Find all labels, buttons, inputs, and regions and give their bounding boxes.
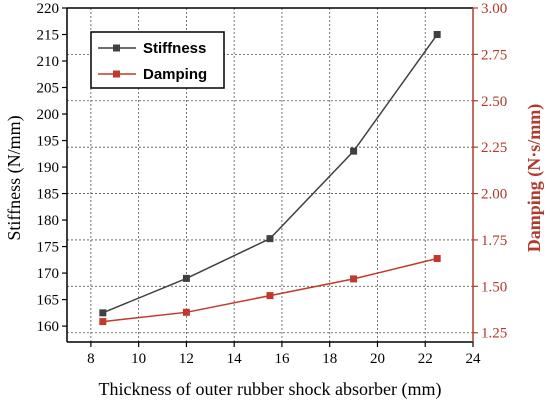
legend-label-damping: Damping (143, 66, 207, 83)
data-point-stiffness (182, 274, 190, 282)
y2-tick-label: 2.75 (481, 47, 507, 63)
legend: Stiffness Damping (90, 31, 225, 89)
y-tick-label: 180 (37, 213, 60, 229)
y-tick-label: 220 (37, 1, 60, 17)
series-line-damping (102, 257, 438, 323)
y-tick-label: 190 (37, 160, 60, 176)
y2-tick-label: 2.00 (481, 187, 507, 203)
y-tick-label: 170 (37, 266, 60, 282)
x-tick-label: 8 (87, 351, 95, 367)
series-layer (99, 31, 441, 326)
y-tick-label: 205 (37, 81, 60, 97)
x-tick-label: 14 (227, 351, 243, 367)
x-tick-label: 18 (322, 351, 337, 367)
data-point-damping (266, 292, 274, 300)
y-axis-title: Stiffness (N/mm) (4, 115, 25, 240)
y2-tick-label: 3.00 (481, 1, 507, 17)
legend-marker-damping (113, 70, 120, 78)
y-tick-label: 210 (37, 54, 60, 70)
legend-marker-stiffness (113, 44, 120, 52)
y-tick-label: 160 (37, 319, 60, 335)
x-tick-label: 20 (370, 351, 385, 367)
y-tick-label: 195 (37, 134, 60, 150)
y-tick-label: 200 (37, 107, 60, 123)
y-tick-label: 175 (37, 240, 60, 256)
x-tick-label: 10 (131, 351, 146, 367)
y2-tick-label: 1.25 (481, 326, 507, 342)
data-point-damping (433, 255, 441, 262)
legend-label-stiffness: Stiffness (143, 40, 206, 57)
x-tick-label: 16 (274, 351, 290, 367)
data-point-damping (350, 275, 358, 283)
y2-tick-label: 1.50 (481, 279, 507, 295)
data-point-stiffness (433, 31, 441, 39)
data-point-stiffness (266, 235, 274, 243)
y2-tick-label: 1.75 (481, 233, 507, 249)
y2-axis-title: Damping (N·s/mm) (524, 104, 545, 253)
data-point-damping (182, 308, 190, 316)
x-axis-title: Thickness of outer rubber shock absorber… (99, 379, 442, 400)
y-tick-label: 215 (37, 28, 60, 44)
x-tick-label: 22 (418, 351, 433, 367)
data-point-stiffness (350, 147, 358, 155)
data-point-stiffness (99, 309, 107, 317)
y2-tick-label: 2.50 (481, 94, 507, 110)
legend-box (90, 31, 225, 89)
x-tick-label: 24 (466, 351, 482, 367)
y-tick-label: 165 (37, 293, 60, 309)
ticks: 8 10 12 14 16 18 20 22 24 160 165 170 175 180 185 190 19… (37, 1, 508, 367)
y-tick-label: 185 (37, 187, 60, 203)
data-point-damping (99, 318, 107, 326)
y2-tick-label: 2.25 (481, 140, 507, 156)
x-tick-label: 12 (179, 351, 194, 367)
